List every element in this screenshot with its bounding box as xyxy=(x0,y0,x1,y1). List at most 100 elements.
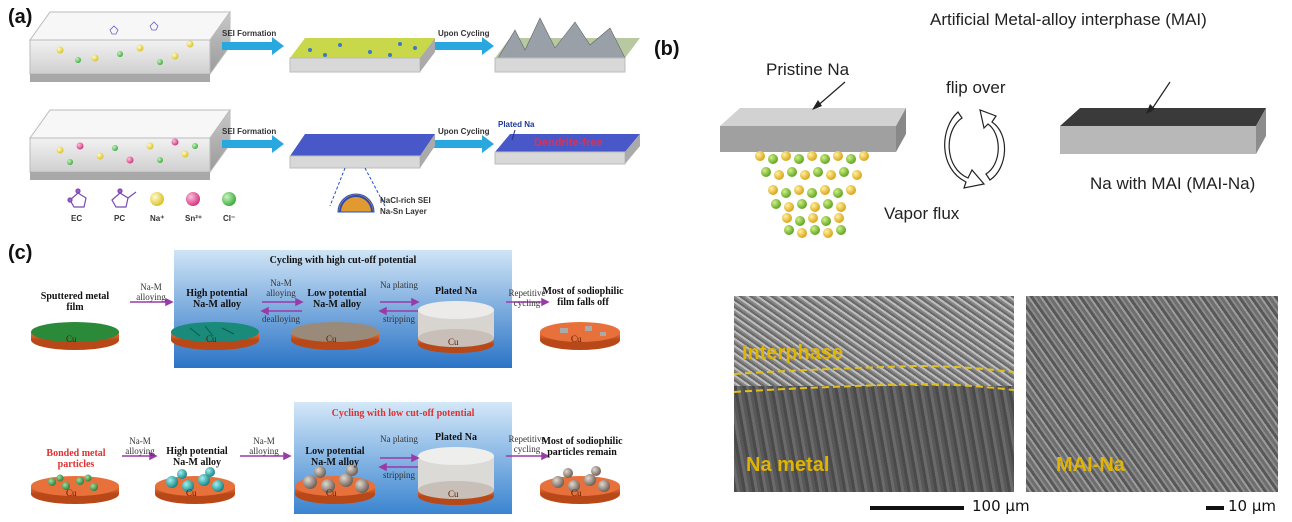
vapor-particle xyxy=(761,167,771,177)
sem-interphase-label: Interphase xyxy=(742,342,844,364)
panel-b-diagram xyxy=(720,81,1266,238)
sem-mai-na-label: MAI-Na xyxy=(1056,454,1125,476)
sem-image-mai-na: MAI-Na xyxy=(1026,296,1278,492)
row1-arrow1-label: Na-M alloying xyxy=(136,282,166,302)
vapor-particle xyxy=(808,213,818,223)
panel-b-letter: (b) xyxy=(654,38,680,60)
row1-disk-end xyxy=(540,322,620,350)
vapor-particle xyxy=(774,170,784,180)
legend-ec-icon xyxy=(67,188,87,208)
row2-arrow2-label: Na-M alloying xyxy=(249,436,279,456)
vapor-particle xyxy=(782,213,792,223)
vapor-particle xyxy=(795,216,805,226)
vapor-particle xyxy=(846,154,856,164)
pristine-na-label: Pristine Na xyxy=(766,60,850,79)
row1-arrow2-top: Na-M alloying xyxy=(266,278,296,298)
vapor-particle xyxy=(800,170,810,180)
legend-sn-icon xyxy=(186,192,200,206)
vapor-particle xyxy=(846,185,856,195)
row2-stage2-label: Low potential Na-M alloy xyxy=(305,446,365,468)
row1-electrolyte-cell xyxy=(29,10,231,82)
cu-label-1: Cu xyxy=(66,334,77,344)
row2-sei-label: SEI Formation xyxy=(222,127,277,136)
cu-label-8: Cu xyxy=(326,488,337,498)
legend-na-label: Na⁺ xyxy=(150,214,165,223)
row2-disk-bonded xyxy=(31,474,119,504)
row1-start-label: Sputtered metal film xyxy=(40,291,110,313)
vapor-particle xyxy=(797,199,807,209)
cu-label-4: Cu xyxy=(448,337,459,347)
row2-stage3-label: Plated Na xyxy=(435,432,477,443)
nasn-layer-label: Na-Sn Layer xyxy=(380,207,427,216)
panel-a-letter: (a) xyxy=(8,6,33,28)
dendrite-free-label: Dendrite-free xyxy=(534,137,603,149)
vapor-particle xyxy=(784,225,794,235)
cu-label-7: Cu xyxy=(186,488,197,498)
row1-arrow4-label: Repetitive cycling xyxy=(508,288,546,308)
row2-cycling-label: Upon Cycling xyxy=(438,127,490,136)
flip-over-arrow xyxy=(944,109,1006,189)
legend-cl-label: Cl⁻ xyxy=(223,214,236,223)
scale-bar-10um xyxy=(1206,506,1224,510)
vapor-particle xyxy=(836,202,846,212)
legend-pc-icon xyxy=(111,188,137,208)
sem-na-metal-label: Na metal xyxy=(746,454,830,476)
legend-pc-label: PC xyxy=(114,214,126,223)
vapor-particle xyxy=(794,185,804,195)
vapor-particle xyxy=(810,202,820,212)
vapor-particle xyxy=(826,170,836,180)
row1-end-label: Most of sodiophilic film falls off xyxy=(542,286,624,308)
row2-dendrite-free-slab xyxy=(494,129,640,165)
panel-a-diagram xyxy=(29,10,640,213)
legend-ec-label: EC xyxy=(71,214,83,223)
vapor-flux-label: Vapor flux xyxy=(884,204,960,223)
panel-c-letter: (c) xyxy=(8,242,33,264)
vapor-particle xyxy=(834,213,844,223)
mai-label: Artificial Metal-alloy interphase (MAI) xyxy=(930,10,1207,29)
high-cutoff-title: Cycling with high cut-off potential xyxy=(269,255,417,266)
row1-disk-sputtered xyxy=(31,322,119,350)
vapor-particle xyxy=(768,185,778,195)
row1-dendrite-slab xyxy=(494,17,640,73)
cu-label-5: Cu xyxy=(571,334,582,344)
row2-arrow-sei xyxy=(222,135,284,153)
row2-disk-plated xyxy=(418,447,494,505)
vapor-particle xyxy=(833,188,843,198)
row2-disk-end xyxy=(540,466,620,504)
row1-sei-slab xyxy=(289,38,435,73)
row2-sei-slab xyxy=(289,134,435,213)
legend-cl-icon xyxy=(222,192,236,206)
cu-label-10: Cu xyxy=(571,488,582,498)
row1-arrow3-bot: stripping xyxy=(382,314,415,324)
vapor-particle xyxy=(820,185,830,195)
scale-label-100um: 100 μm xyxy=(972,497,1030,515)
plated-na-label: Plated Na xyxy=(498,120,535,129)
vapor-particle xyxy=(820,154,830,164)
vapor-particle xyxy=(810,225,820,235)
vapor-particle xyxy=(807,151,817,161)
vapor-particle xyxy=(833,151,843,161)
cu-label-2: Cu xyxy=(206,334,217,344)
row2-start-label: Bonded metal particles xyxy=(46,448,106,470)
flip-over-label: flip over xyxy=(946,78,1006,97)
row1-stage1-label: High potential Na-M alloy xyxy=(186,288,248,310)
sem-image-interphase: Interphase Na metal xyxy=(734,296,1014,492)
scale-bar-100um xyxy=(870,506,964,510)
row1-disk-low xyxy=(291,322,379,350)
vapor-particle xyxy=(823,199,833,209)
row1-stage3-label: Plated Na xyxy=(435,286,477,297)
cu-label-3: Cu xyxy=(326,334,337,344)
cu-label-6: Cu xyxy=(66,488,77,498)
row1-arrow-cycling xyxy=(432,37,494,55)
low-cutoff-title: Cycling with low cut-off potential xyxy=(331,408,475,419)
mai-na-slab xyxy=(1060,81,1266,154)
row1-sei-label: SEI Formation xyxy=(222,29,277,38)
legend-na-icon xyxy=(150,192,164,206)
row2-arrow3-bot: stripping xyxy=(382,470,415,480)
vapor-particle xyxy=(813,167,823,177)
vapor-particle xyxy=(787,167,797,177)
row1-disk-high xyxy=(171,322,259,350)
row2-arrow1-label: Na-M alloying xyxy=(125,436,155,456)
vapor-particle xyxy=(859,151,869,161)
mai-na-label: Na with MAI (MAI-Na) xyxy=(1090,174,1256,193)
